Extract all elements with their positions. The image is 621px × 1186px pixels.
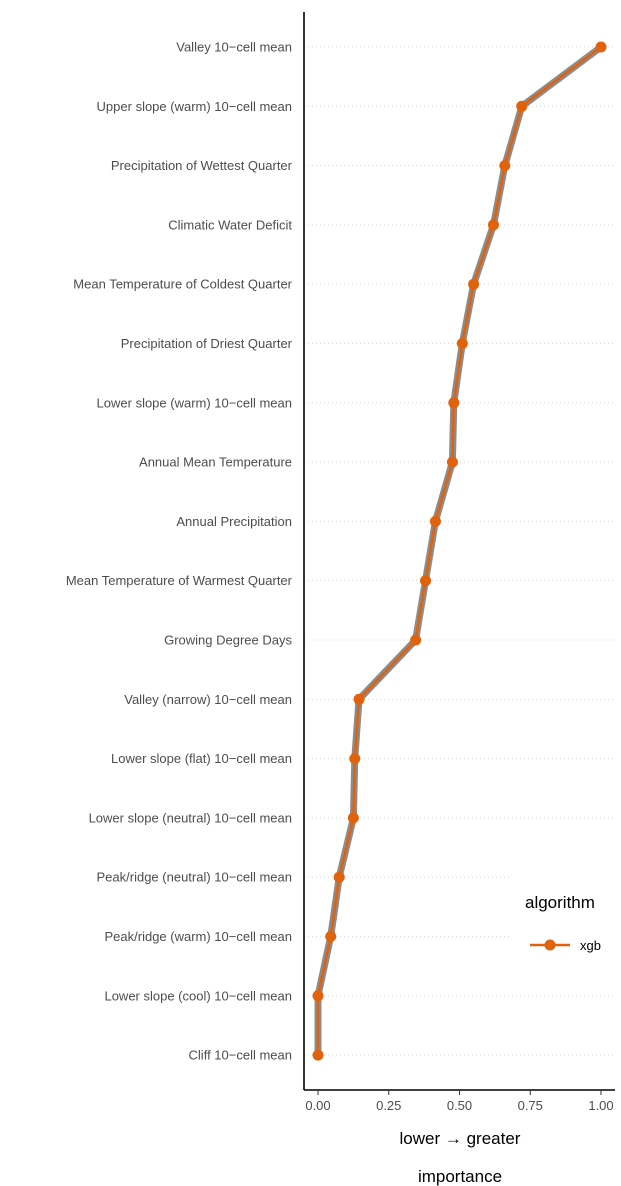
x-tick-label: 0.00: [305, 1098, 330, 1113]
y-tick-label: Lower slope (neutral) 10−cell mean: [89, 810, 292, 825]
data-point: [333, 871, 345, 883]
y-tick-label: Valley (narrow) 10−cell mean: [124, 692, 292, 707]
data-point: [446, 456, 458, 468]
data-point: [312, 990, 324, 1002]
y-tick-label: Peak/ridge (warm) 10−cell mean: [105, 929, 293, 944]
y-tick-label: Lower slope (warm) 10−cell mean: [97, 395, 292, 410]
y-tick-label: Valley 10−cell mean: [176, 40, 292, 55]
data-point: [410, 634, 422, 646]
y-tick-label: Precipitation of Wettest Quarter: [111, 158, 293, 173]
data-point: [347, 812, 359, 824]
y-tick-label: Annual Precipitation: [176, 514, 292, 529]
y-tick-label: Peak/ridge (neutral) 10−cell mean: [97, 870, 292, 885]
y-tick-label: Mean Temperature of Warmest Quarter: [66, 573, 293, 588]
data-point: [448, 397, 460, 409]
x-axis-ticks: 0.00 0.25 0.50 0.75 1.00: [305, 1090, 614, 1113]
legend-label-xgb: xgb: [580, 938, 601, 953]
x-axis-title-line2: importance: [418, 1167, 502, 1186]
data-point: [325, 931, 337, 942]
x-tick-label: 1.00: [588, 1098, 613, 1113]
data-point: [595, 41, 607, 53]
data-point: [349, 753, 361, 765]
data-point: [420, 575, 432, 587]
legend: algorithm xgb: [525, 893, 601, 953]
y-tick-label: Mean Temperature of Coldest Quarter: [73, 277, 292, 292]
data-point: [468, 278, 480, 290]
legend-title: algorithm: [525, 893, 595, 912]
legend-key-point: [544, 939, 556, 951]
y-axis-labels: Valley 10−cell mean Upper slope (warm) 10…: [66, 40, 293, 1063]
data-point: [516, 100, 528, 112]
x-tick-label: 0.75: [518, 1098, 543, 1113]
y-tick-label: Annual Mean Temperature: [139, 455, 292, 470]
y-tick-label: Climatic Water Deficit: [168, 217, 292, 232]
y-tick-label: Precipitation of Driest Quarter: [121, 336, 293, 351]
y-tick-label: Cliff 10−cell mean: [189, 1048, 292, 1063]
y-tick-label: Lower slope (flat) 10−cell mean: [111, 751, 292, 766]
x-axis-title-line1: lower → greater: [400, 1129, 521, 1148]
data-point: [353, 693, 365, 705]
axes: [303, 12, 615, 1091]
y-tick-label: Growing Degree Days: [164, 633, 292, 648]
data-point: [456, 338, 468, 349]
x-tick-label: 0.50: [447, 1098, 472, 1113]
data-point: [312, 1049, 324, 1061]
data-point: [487, 219, 499, 231]
y-tick-label: Upper slope (warm) 10−cell mean: [97, 99, 292, 114]
data-point: [499, 160, 511, 172]
x-tick-label: 0.25: [376, 1098, 401, 1113]
y-tick-label: Lower slope (cool) 10−cell mean: [104, 988, 292, 1003]
data-point: [429, 515, 441, 527]
series-line-xgb: [316, 45, 602, 1056]
series-xgb: [312, 41, 607, 1061]
